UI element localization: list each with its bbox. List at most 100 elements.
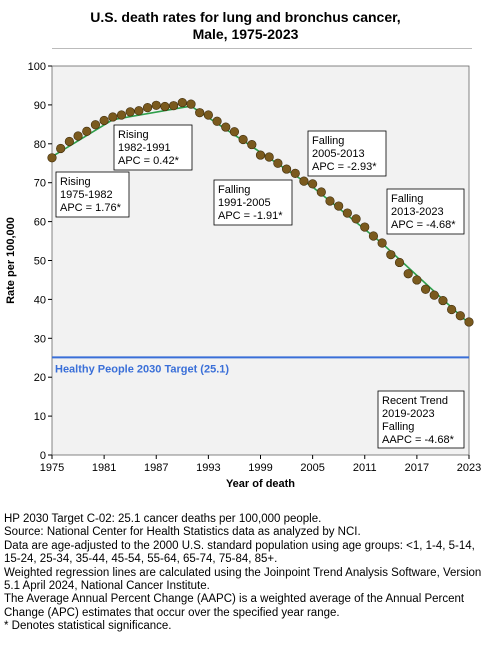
chart-title-line1: U.S. death rates for lung and bronchus c…	[90, 9, 401, 25]
data-point	[56, 143, 66, 154]
data-point	[212, 116, 222, 126]
data-points	[47, 97, 474, 327]
annotation-box	[213, 179, 293, 226]
annotation-box	[113, 124, 193, 171]
x-tick-label: 1993	[196, 462, 220, 474]
data-point	[308, 179, 318, 189]
y-tick-label: 90	[34, 100, 46, 112]
annotation-box	[386, 188, 465, 235]
data-point	[377, 238, 387, 248]
recent-trend-line: AAPC = -4.68*	[382, 434, 455, 446]
data-point	[99, 115, 109, 126]
x-tick-label: 1981	[92, 462, 116, 474]
data-point	[255, 150, 266, 160]
annotation-line: APC = -4.68*	[391, 219, 456, 231]
data-point	[247, 139, 257, 150]
footnote-significance: * Denotes statistical significance.	[4, 620, 172, 633]
data-point	[273, 158, 283, 168]
y-tick-label: 80	[34, 139, 46, 151]
x-tick-label: 1975	[40, 462, 64, 474]
target-label: Healthy People 2030 Target (25.1)	[55, 363, 229, 375]
annotation-line: 1991-2005	[218, 197, 271, 209]
x-axis-label: Year of death	[226, 478, 295, 490]
recent-trend-line: Falling	[382, 421, 414, 433]
data-point	[203, 110, 213, 120]
x-axis: 1975 1981 1987 1993 1999 2005 2011 2017 2023	[40, 455, 481, 474]
data-point	[394, 257, 405, 268]
data-point	[195, 108, 205, 118]
data-point	[316, 187, 326, 197]
data-point	[186, 99, 196, 109]
annotation-line: Falling	[391, 193, 423, 205]
annotation-line: Rising	[60, 176, 91, 188]
data-point	[464, 317, 474, 327]
data-point	[116, 110, 127, 120]
data-point	[134, 106, 144, 116]
footnote-regression: Weighted regression lines are calculated…	[4, 566, 482, 593]
data-point	[438, 295, 448, 306]
data-point	[429, 290, 439, 300]
data-point	[47, 153, 57, 163]
data-point	[447, 304, 457, 315]
x-tick-label: 2017	[405, 462, 429, 474]
data-point	[299, 176, 309, 186]
data-point	[125, 107, 135, 117]
data-point	[281, 164, 292, 174]
data-point	[160, 101, 170, 112]
data-point	[455, 311, 465, 321]
footnote-aapc: The Average Annual Percent Change (AAPC)…	[4, 593, 465, 619]
y-tick-label: 40	[34, 294, 46, 306]
annotation-line: 1975-1982	[60, 189, 113, 201]
trend-line-segment	[112, 105, 192, 121]
recent-trend-frame	[377, 390, 465, 449]
data-point	[403, 269, 413, 279]
data-point	[290, 168, 300, 178]
y-axis: 0 10 20 30 40 50 60 70 80 90 100	[28, 61, 52, 462]
data-point	[412, 275, 422, 285]
data-point	[334, 201, 344, 211]
data-point	[368, 231, 379, 241]
annotation-line: Falling	[218, 184, 250, 196]
annotation-line: Rising	[118, 129, 149, 141]
data-point	[420, 284, 431, 294]
data-point	[386, 250, 396, 260]
recent-trend-line: Recent Trend	[382, 395, 448, 407]
x-tick-label: 1999	[248, 462, 272, 474]
y-tick-label: 20	[34, 372, 46, 384]
y-tick-label: 0	[40, 450, 46, 462]
y-tick-label: 50	[34, 256, 46, 268]
data-point	[73, 131, 83, 141]
y-tick-label: 10	[34, 411, 46, 423]
y-tick-label: 100	[28, 61, 46, 73]
y-tick-label: 30	[34, 333, 46, 345]
data-point	[177, 97, 187, 108]
data-point	[90, 120, 101, 130]
x-tick-label: 2011	[353, 462, 377, 474]
x-tick-label: 2023	[457, 462, 481, 474]
footnote-source: Source: National Center for Health Stati…	[4, 526, 361, 539]
annotation-line: APC = -2.93*	[312, 161, 377, 173]
y-axis-label: Rate per 100,000	[5, 217, 17, 304]
chart-title-line2: Male, 1975-2023	[192, 26, 299, 42]
data-point	[108, 112, 118, 122]
data-point	[351, 214, 361, 224]
annotation-line: APC = -1.91*	[218, 210, 283, 222]
data-point	[238, 134, 248, 145]
annotation-line: 1982-1991	[118, 142, 171, 154]
data-point	[342, 208, 352, 218]
data-point	[142, 103, 153, 113]
data-point	[360, 222, 370, 232]
annotation-line: 2013-2023	[391, 206, 444, 218]
data-point	[64, 136, 74, 147]
data-point	[221, 122, 231, 132]
annotation-line: Falling	[312, 135, 344, 147]
footnote-target: HP 2030 Target C-02: 25.1 cancer deaths …	[4, 513, 322, 525]
